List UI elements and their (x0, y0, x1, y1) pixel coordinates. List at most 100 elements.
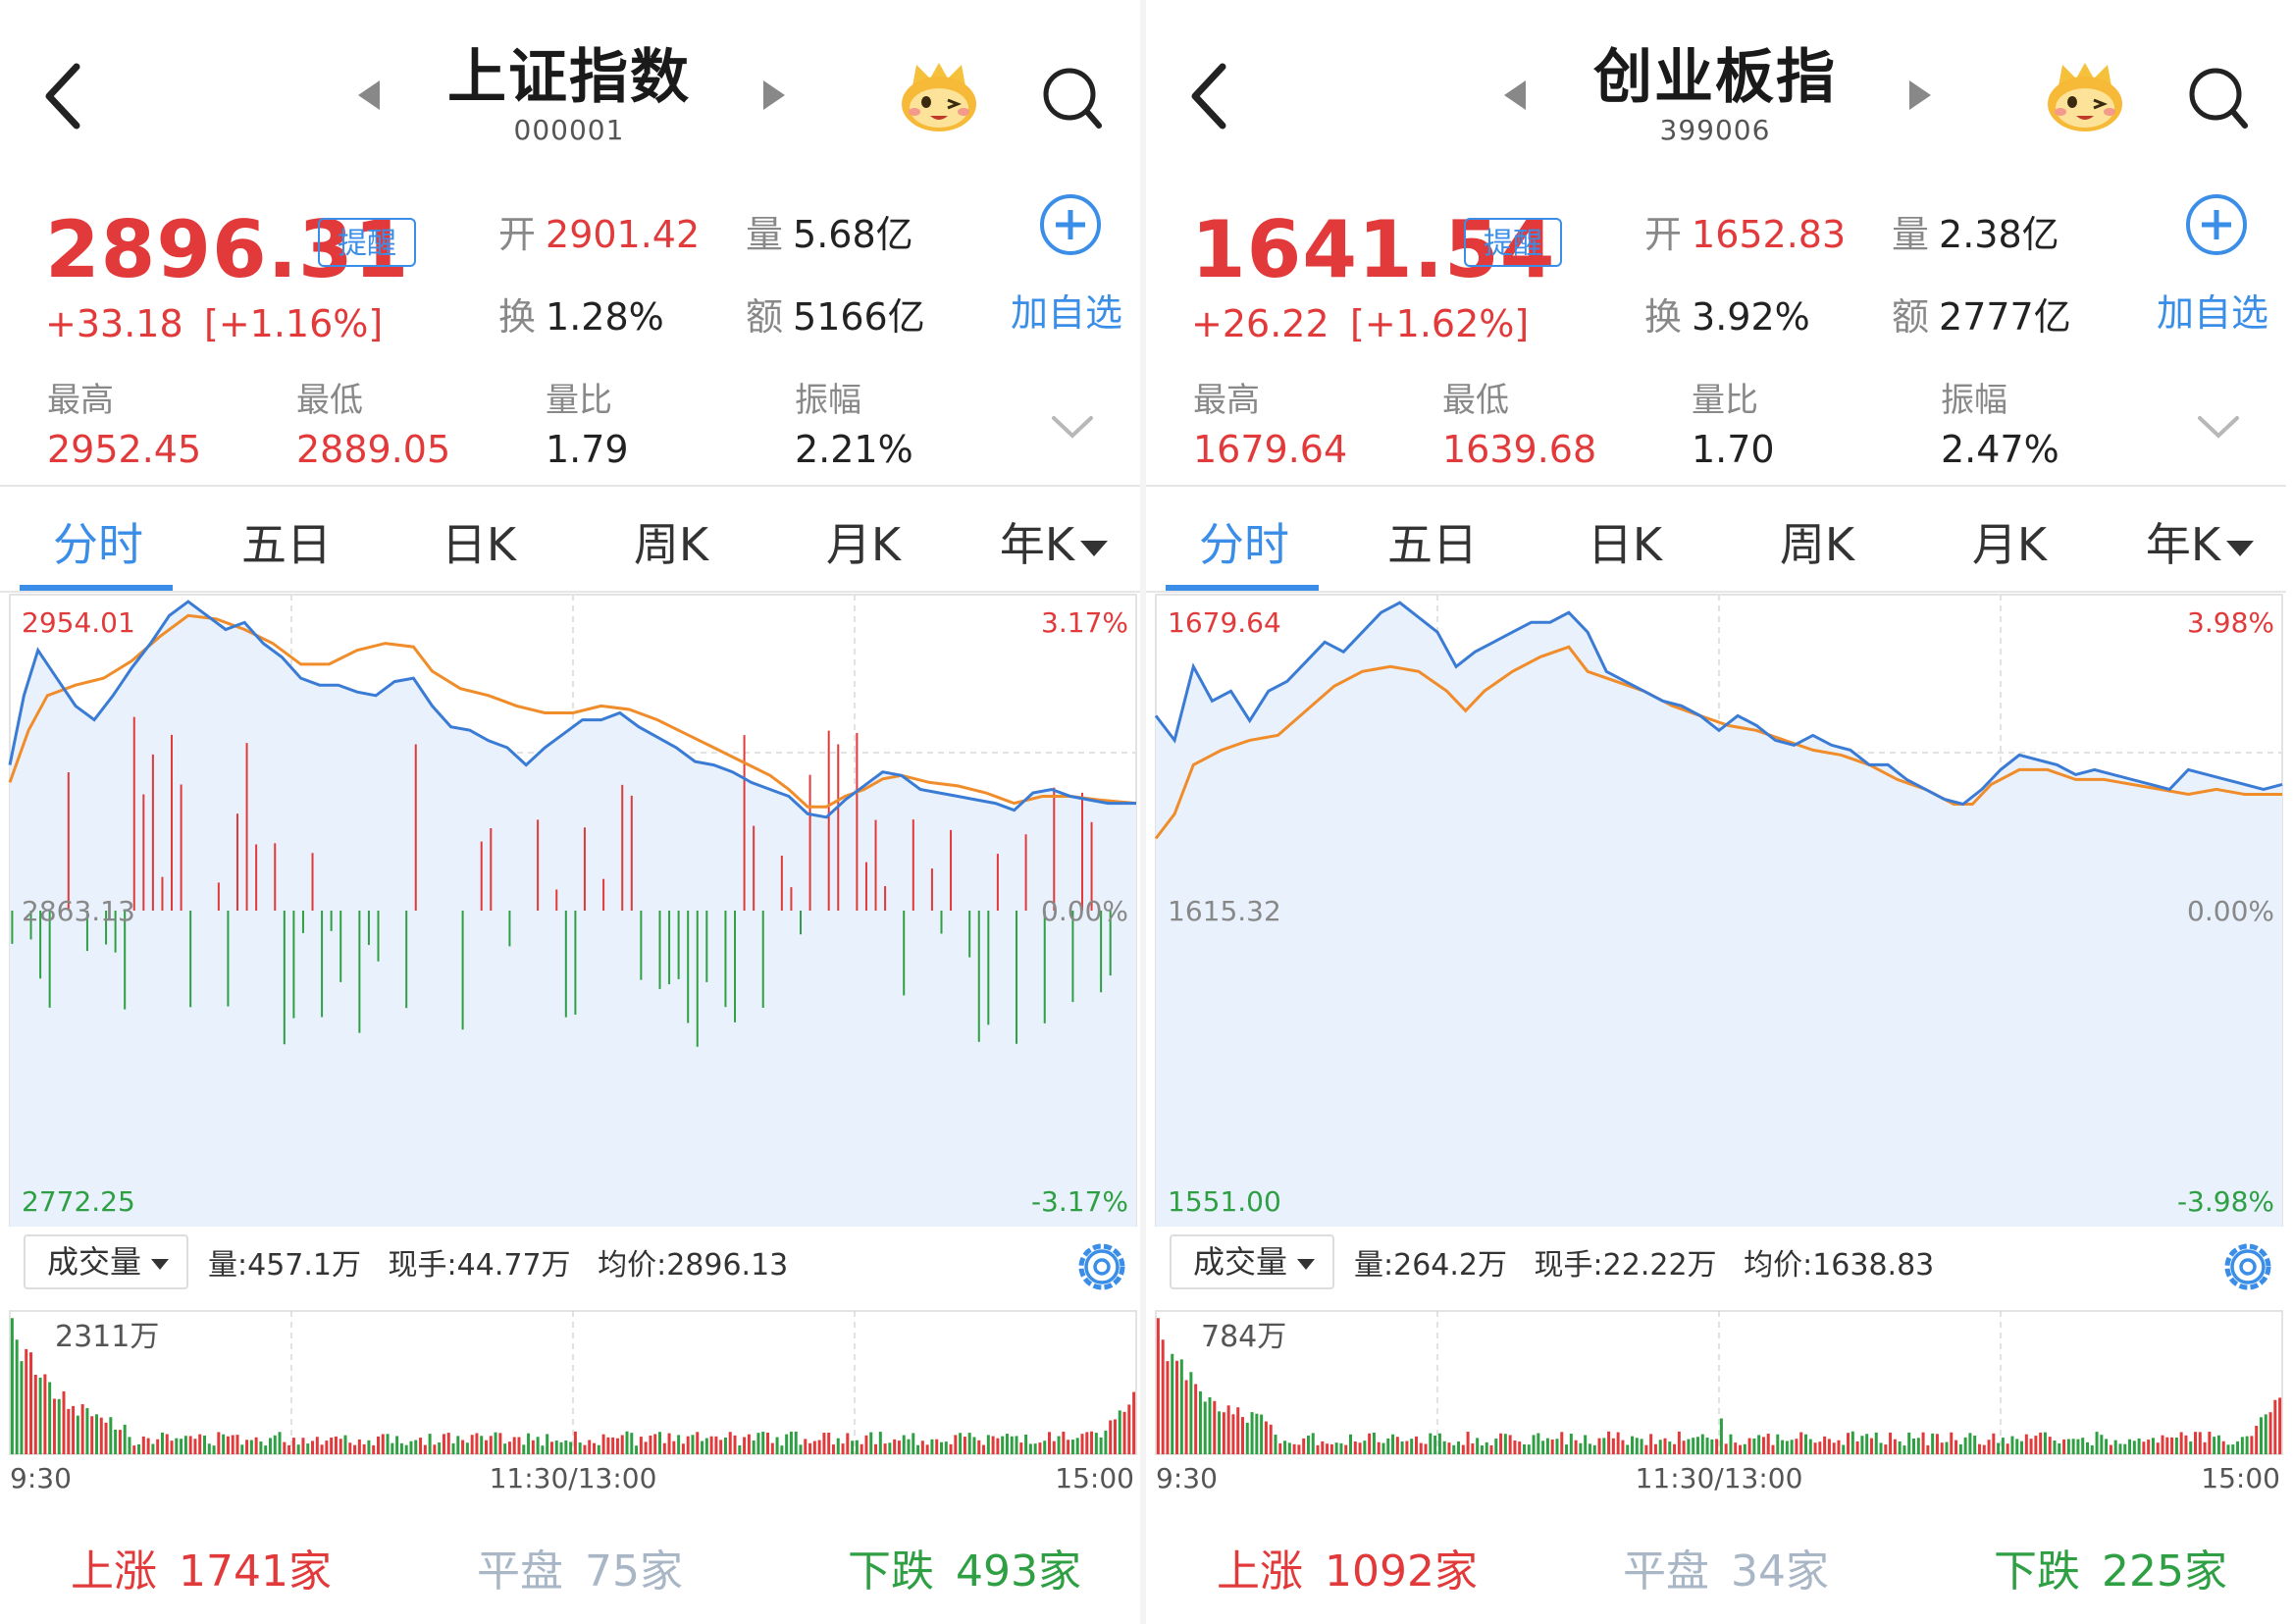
amount-label: 额 (1892, 295, 1930, 339)
unchanged-value: 75家 (585, 1546, 683, 1597)
amount-stat: 额 5166亿 (746, 287, 925, 341)
y-axis-base-pct-label: 0.00% (2187, 895, 2274, 927)
back-chevron-icon[interactable] (35, 57, 94, 135)
y-axis-base-pct-label: 0.00% (1041, 895, 1128, 927)
high-label: 最高 (47, 381, 114, 420)
tab-intraday[interactable]: 分时 (1199, 518, 1289, 571)
volume-max-label: 2311万 (55, 1320, 159, 1354)
unchanged-label: 平盘 (477, 1546, 563, 1597)
tab-five-day[interactable]: 五日 (241, 518, 332, 571)
current-hand: 现手:22.22万 (1534, 1248, 1717, 1283)
intraday-chart[interactable]: 1679.64 3.98% 1615.32 0.00% 1551.00 -3.98% (1146, 589, 2286, 1227)
tab-daily-k[interactable]: 日K (1587, 518, 1663, 571)
amplitude-label: 振幅 (1941, 381, 2007, 420)
high-value: 2952.45 (47, 428, 202, 471)
prev-triangle-icon[interactable] (358, 80, 380, 110)
time-axis-mid-label: 11:30/13:00 (1636, 1462, 1803, 1492)
advancers-value: 1092家 (1325, 1546, 1478, 1597)
tab-monthly-k[interactable]: 月K (825, 518, 902, 571)
turnover-value: 1.28% (546, 295, 664, 339)
price-change: +33.18 (45, 302, 183, 345)
tab-intraday[interactable]: 分时 (53, 518, 143, 571)
advancers-label: 上涨 (1217, 1546, 1303, 1597)
mascot-icon[interactable] (899, 59, 979, 133)
volume-stat: 量 5.68亿 (746, 204, 913, 258)
total-volume: 量:457.1万 (208, 1248, 361, 1283)
time-axis-end-label: 15:00 (2201, 1462, 2280, 1492)
next-triangle-icon[interactable] (1909, 80, 1931, 110)
tab-weekly-k[interactable]: 周K (1779, 518, 1855, 571)
tab-monthly-k[interactable]: 月K (1971, 518, 2048, 571)
section-divider (0, 485, 1140, 487)
average-price-line (8, 613, 1137, 809)
decliners-count: 下跌 225家 (1994, 1536, 2227, 1598)
add-watchlist-button[interactable]: 加自选 (1011, 291, 1123, 335)
mascot-icon[interactable] (2045, 59, 2125, 133)
low-label: 最低 (1442, 381, 1509, 420)
y-axis-min-pct-label: -3.17% (1031, 1185, 1128, 1218)
alert-button[interactable]: 提醒 (1464, 218, 1562, 267)
dropdown-arrow-icon (1297, 1258, 1316, 1270)
header-bar: 上证指数 000001 (0, 0, 1140, 177)
volume-chart[interactable]: 2311万 9:30 11:30/13:00 15:00 (0, 1305, 1140, 1492)
volume-chart[interactable]: 784万 9:30 11:30/13:00 15:00 (1146, 1305, 2286, 1492)
advancers-count: 上涨 1092家 (1217, 1536, 1478, 1598)
tab-yearly-k[interactable]: 年K (971, 510, 1136, 589)
active-tab-indicator (20, 585, 173, 591)
intraday-chart[interactable]: 2954.01 3.17% 2863.13 0.00% 2772.25 -3.17% (0, 589, 1140, 1227)
alert-button[interactable]: 提醒 (318, 218, 416, 267)
open-label: 开 (498, 213, 537, 256)
prev-triangle-icon[interactable] (1504, 80, 1526, 110)
y-axis-min-pct-label: -3.98% (2177, 1185, 2274, 1218)
tab-bar-divider (0, 591, 1140, 593)
amount-stat: 额 2777亿 (1892, 287, 2071, 341)
search-icon[interactable] (2186, 63, 2251, 131)
price-line (1154, 601, 2283, 807)
search-icon[interactable] (1040, 63, 1105, 131)
average-price: 均价:2896.13 (598, 1248, 789, 1283)
tab-five-day[interactable]: 五日 (1387, 518, 1478, 571)
tab-daily-k[interactable]: 日K (441, 518, 517, 571)
volume-max-label: 784万 (1201, 1320, 1286, 1354)
volume-indicator-select[interactable]: 成交量 (24, 1234, 188, 1289)
unchanged-label: 平盘 (1623, 1546, 1709, 1597)
page-title: 上证指数 (447, 43, 691, 112)
high-label: 最高 (1193, 381, 1260, 420)
active-tab-indicator (1166, 585, 1319, 591)
advancers-count: 上涨 1741家 (71, 1536, 332, 1598)
dropdown-arrow-icon (151, 1258, 170, 1270)
y-axis-max-label: 2954.01 (22, 606, 135, 639)
gear-icon[interactable] (2219, 1238, 2276, 1295)
next-triangle-icon[interactable] (763, 80, 785, 110)
volume-value: 2.38亿 (1939, 213, 2059, 256)
y-axis-max-label: 1679.64 (1168, 606, 1281, 639)
plus-circle-icon[interactable] (1038, 192, 1103, 257)
vol-ratio-value: 1.70 (1692, 428, 1775, 471)
volume-select-label: 成交量 (47, 1243, 142, 1281)
volume-indicator-select[interactable]: 成交量 (1170, 1234, 1334, 1289)
low-value: 2889.05 (296, 428, 451, 471)
back-chevron-icon[interactable] (1181, 57, 1240, 135)
add-watchlist-button[interactable]: 加自选 (2157, 291, 2269, 335)
tab-bar-divider (1146, 591, 2286, 593)
amount-value: 5166亿 (793, 295, 925, 339)
chevron-down-icon[interactable] (2194, 410, 2243, 444)
header-bar: 创业板指 399006 (1146, 0, 2286, 177)
chevron-down-icon[interactable] (1048, 410, 1097, 444)
amount-value: 2777亿 (1939, 295, 2071, 339)
total-volume: 量:264.2万 (1354, 1248, 1507, 1283)
tab-yearly-k-label: 年K (2145, 518, 2221, 571)
quote-panel-left: 上证指数 000001 2896.31 提醒 +33.18 [+1.16%] 开… (0, 0, 1140, 1624)
decliners-value: 225家 (2102, 1546, 2227, 1597)
y-axis-max-pct-label: 3.98% (2187, 606, 2274, 639)
tab-yearly-k[interactable]: 年K (2117, 510, 2282, 589)
time-axis-end-label: 15:00 (1055, 1462, 1134, 1492)
turnover-stat: 换 1.28% (498, 287, 664, 341)
low-label: 最低 (296, 381, 363, 420)
gear-icon[interactable] (1073, 1238, 1130, 1295)
decliners-value: 493家 (956, 1546, 1081, 1597)
tab-weekly-k[interactable]: 周K (633, 518, 709, 571)
plus-circle-icon[interactable] (2184, 192, 2249, 257)
quote-panel-right: 创业板指 399006 1641.54 提醒 +26.22 [+1.62%] 开… (1146, 0, 2286, 1624)
price-area-fill (1156, 602, 2282, 1227)
